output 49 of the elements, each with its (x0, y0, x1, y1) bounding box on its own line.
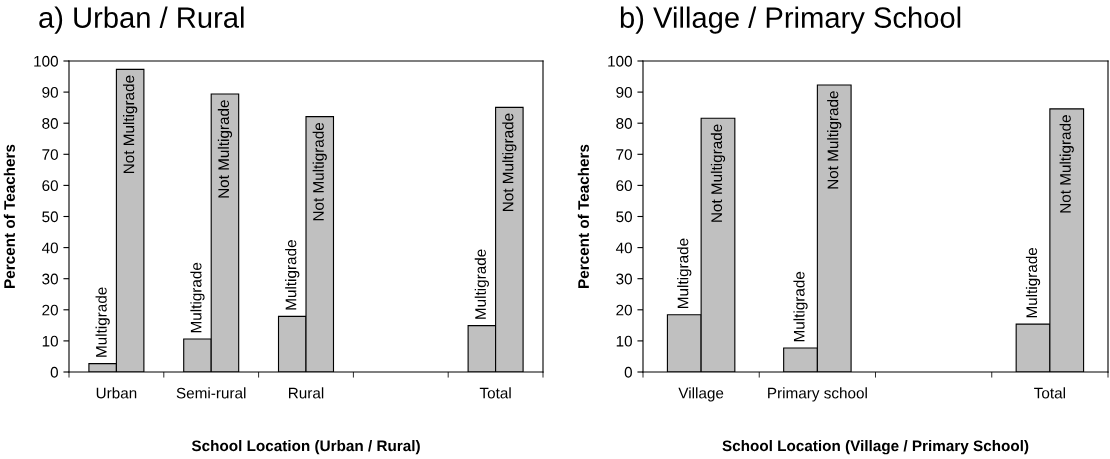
text: Multigrade (285, 240, 300, 310)
text: Multigrade (1025, 247, 1041, 318)
text: Multigrade (190, 262, 205, 333)
text: Multigrade (95, 287, 110, 357)
x-axis-title: School Location (Village / Primary School) (722, 440, 1029, 455)
y-tick-label: 70 (616, 149, 632, 160)
x-tick-label: Total (479, 387, 511, 399)
text: Multigrade (677, 238, 692, 308)
text: Not Multigrade (502, 113, 517, 211)
x-tick-label: Total (1034, 387, 1065, 399)
y-tick-label: 80 (616, 118, 632, 129)
y-tick-label: 20 (42, 304, 58, 316)
y-tick-label: 10 (616, 335, 632, 347)
y-tick-label: 100 (34, 55, 58, 67)
y-tick-label: 40 (615, 242, 632, 254)
y-tick-label: 90 (616, 86, 632, 98)
text: Not Multigrade (710, 124, 726, 222)
y-tick-label: 50 (616, 211, 632, 223)
y-tick-label: 50 (42, 211, 58, 223)
y-tick-label: 60 (616, 180, 632, 192)
y-axis-title: Percent of Teachers (3, 144, 15, 288)
x-tick-label: Urban (96, 387, 137, 399)
y-tick-label: 10 (42, 335, 58, 347)
y-tick-label: 90 (42, 86, 58, 98)
y-axis-title: Percent of Teachers (577, 144, 589, 288)
y-tick-label: 80 (42, 118, 58, 129)
y-tick-label: 30 (616, 273, 632, 285)
y-tick-label: 100 (608, 55, 632, 67)
y-tick-label: 0 (624, 366, 632, 378)
series-label: Not Multigrade (123, 75, 138, 174)
text: Multigrade (793, 271, 808, 342)
x-tick-label: Semi-rural (176, 387, 246, 399)
chart-title: a) Urban / Rural (39, 6, 244, 34)
text: Not Multigrade (1059, 115, 1074, 213)
x-tick-label: Primary school (768, 387, 867, 402)
y-tick-label: 30 (42, 273, 58, 285)
y-tick-label: 20 (616, 304, 632, 316)
chart-title: b) Village / Primary School (620, 6, 961, 34)
x-tick-label: Rural (289, 387, 324, 399)
y-tick-label: 60 (42, 180, 58, 192)
y-tick-label: 40 (41, 242, 58, 254)
y-tick-label: 0 (50, 366, 58, 378)
series-label: Not Multigrade (827, 91, 842, 189)
x-tick-label: Village (678, 387, 724, 402)
y-tick-label: 70 (42, 149, 58, 160)
text: Not Multigrade (312, 122, 327, 221)
text: Multigrade (474, 249, 489, 319)
text: Not Multigrade (217, 100, 233, 198)
x-axis-title: School Location (Urban / Rural) (191, 440, 420, 455)
